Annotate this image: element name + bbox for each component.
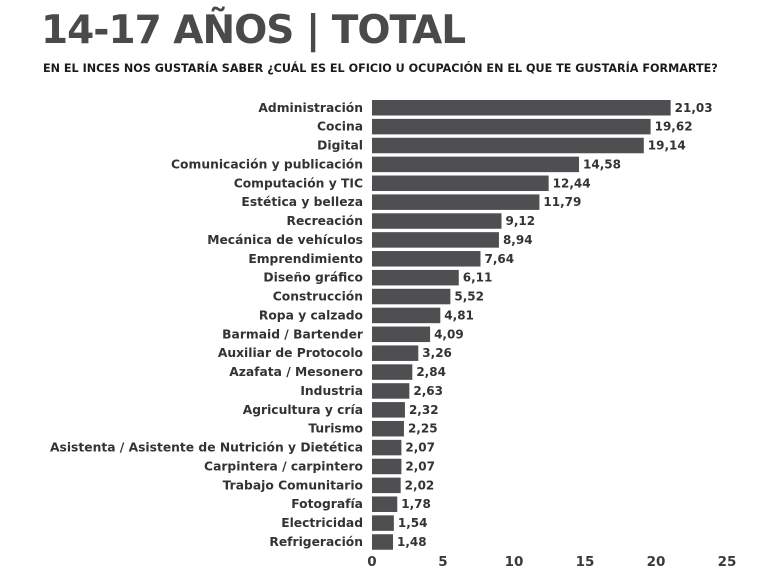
category-label: Refrigeración [269, 535, 363, 549]
value-label: 2,63 [413, 384, 443, 398]
category-label: Trabajo Comunitario [223, 478, 363, 492]
bar [372, 364, 413, 380]
category-label: Estética y belleza [241, 195, 363, 209]
bar [372, 439, 402, 456]
category-label: Ropa y calzado [259, 308, 363, 322]
value-label: 1,54 [398, 516, 428, 530]
chart-subtitle: EN EL INCES NOS GUSTARÍA SABER ¿CUÁL ES … [43, 62, 718, 75]
value-label: 4,81 [444, 308, 474, 322]
x-tick-label: 25 [718, 554, 737, 570]
value-label: 2,02 [405, 478, 435, 492]
x-tick-label: 20 [647, 554, 666, 570]
value-label: 21,03 [675, 101, 713, 115]
bar [372, 118, 651, 135]
bar [372, 100, 671, 116]
x-tick-label: 5 [438, 554, 447, 570]
category-label: Carpintera / carpintero [204, 459, 363, 473]
bar [372, 307, 441, 324]
value-label: 19,14 [648, 139, 686, 153]
value-label: 2,32 [409, 403, 439, 417]
bar [372, 288, 451, 305]
category-label: Electricidad [281, 516, 363, 530]
value-label: 4,09 [434, 327, 464, 341]
bar [372, 515, 394, 531]
bar [372, 477, 401, 494]
value-label: 14,58 [583, 157, 621, 171]
category-label: Emprendimiento [248, 252, 363, 266]
value-label: 2,07 [405, 441, 435, 455]
x-tick-label: 10 [505, 554, 524, 570]
value-label: 1,78 [401, 497, 431, 511]
value-label: 9,12 [506, 214, 536, 228]
bar [372, 420, 404, 437]
category-label: Administración [258, 101, 363, 115]
bar [372, 345, 419, 361]
bar [372, 496, 398, 512]
value-label: 2,25 [408, 422, 438, 436]
category-label: Asistenta / Asistente de Nutrición y Die… [50, 441, 363, 455]
category-label: Comunicación y publicación [171, 157, 363, 171]
x-tick-label: 15 [576, 554, 595, 570]
category-label: Industria [300, 384, 363, 398]
category-label: Agricultura y cría [243, 403, 363, 417]
category-label: Azafata / Mesonero [229, 365, 363, 379]
value-label: 7,64 [484, 252, 514, 266]
value-label: 5,52 [454, 290, 484, 304]
category-label: Fotografía [291, 497, 363, 511]
value-label: 12,44 [553, 176, 591, 190]
bar [372, 326, 431, 343]
category-label: Construcción [273, 290, 363, 304]
category-label: Mecánica de vehículos [207, 233, 363, 247]
category-label: Turismo [308, 422, 363, 436]
bar [372, 137, 644, 154]
bar [372, 458, 402, 475]
category-label: Auxiliar de Protocolo [218, 346, 363, 360]
bar [372, 156, 580, 173]
category-label: Digital [317, 139, 363, 153]
value-label: 6,11 [463, 271, 493, 285]
bar [372, 534, 394, 550]
bar [372, 213, 502, 229]
value-label: 11,79 [543, 195, 581, 209]
value-label: 2,84 [416, 365, 446, 379]
bar [372, 251, 481, 267]
value-label: 3,26 [422, 346, 452, 360]
chart-title: 14-17 AÑOS | TOTAL [41, 8, 466, 53]
bar [372, 232, 499, 248]
category-label: Computación y TIC [234, 176, 363, 190]
bar [372, 194, 540, 210]
bar [372, 383, 410, 399]
value-label: 1,48 [397, 535, 427, 549]
category-label: Diseño gráfico [263, 271, 363, 285]
category-label: Barmaid / Bartender [222, 327, 364, 341]
bar [372, 269, 459, 286]
x-tick-label: 0 [367, 554, 376, 570]
value-label: 2,07 [405, 459, 435, 473]
bar [372, 402, 405, 418]
value-label: 8,94 [503, 233, 533, 247]
category-label: Cocina [317, 120, 363, 134]
value-label: 19,62 [655, 120, 693, 134]
bar [372, 175, 549, 192]
category-label: Recreación [286, 214, 363, 228]
